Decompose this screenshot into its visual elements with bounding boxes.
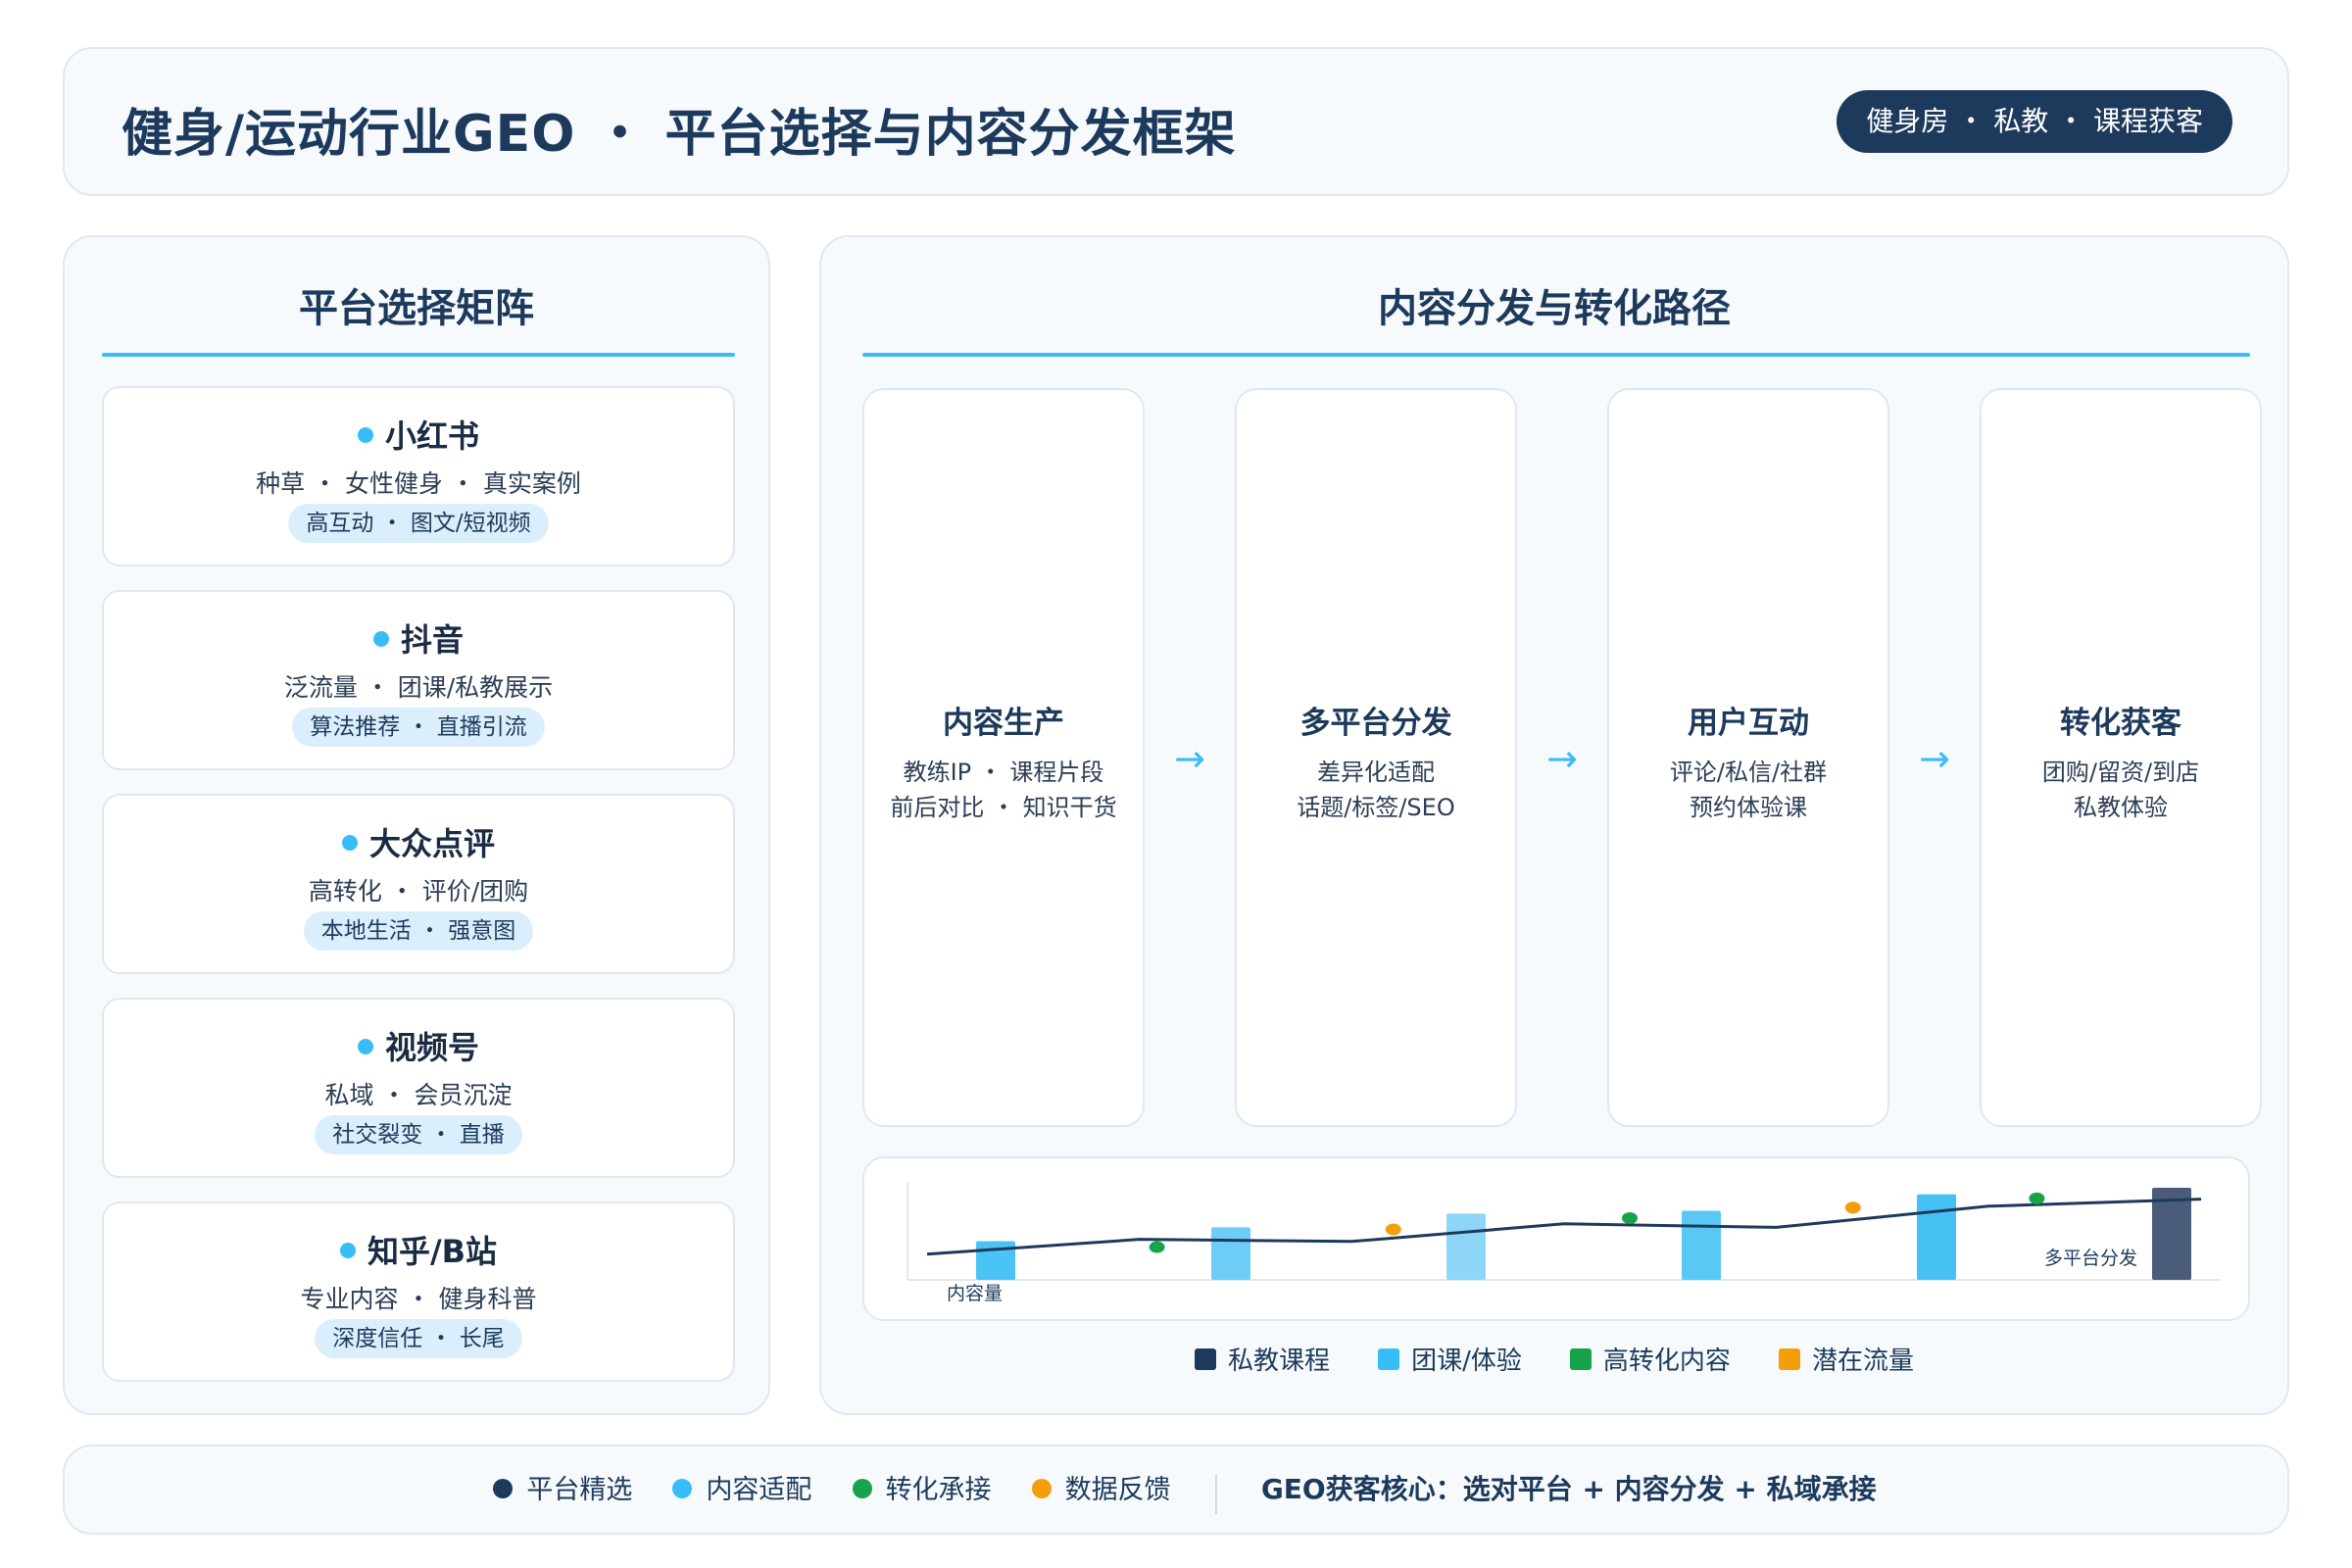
legend-swatch (1378, 1348, 1400, 1370)
stage-line-1: 教练IP ・ 课程片段 (903, 759, 1104, 786)
legend-item: 团课/体验 (1378, 1341, 1522, 1377)
stage-card-content-production: 内容生产 教练IP ・ 课程片段 前后对比 ・ 知识干货 (862, 388, 1145, 1127)
footer-panel: 平台精选 内容适配 转化承接 数据反馈 GEO获客核心：选对平台 + 内容分发 … (63, 1445, 2289, 1535)
platform-tag: 深度信任 ・ 长尾 (315, 1319, 522, 1358)
bullet-dot-icon (357, 427, 373, 443)
legend-swatch (1194, 1348, 1216, 1370)
arrow-right-icon: → (1174, 737, 1205, 780)
platform-name: 知乎/B站 (367, 1233, 498, 1270)
distribution-path-title: 内容分发与转化路径 (1378, 286, 1731, 331)
platform-card-zhihu-bilibili: 知乎/B站 专业内容 ・ 健身科普 深度信任 ・ 长尾 (102, 1201, 735, 1382)
footer-dot-icon (852, 1478, 872, 1498)
legend-item: 高转化内容 (1569, 1341, 1731, 1377)
legend-item: 私教课程 (1194, 1341, 1330, 1377)
stage-title: 用户互动 (1688, 706, 1809, 741)
chart-annotation: 多平台分发 (2044, 1248, 2137, 1269)
bullet-dot-icon (339, 1243, 356, 1258)
platform-tag: 本地生活 ・ 强意图 (303, 911, 534, 951)
footer-divider (1214, 1474, 1217, 1514)
footer-legend-item: 转化承接 (852, 1447, 992, 1534)
title-underline (862, 353, 2250, 357)
footer-legend-label: 平台精选 (526, 1475, 633, 1505)
platform-desc: 专业内容 ・ 健身科普 (300, 1285, 537, 1313)
stage-title: 内容生产 (943, 706, 1064, 741)
stage-line-1: 差异化适配 (1317, 759, 1435, 786)
footer-legend-label: 数据反馈 (1064, 1475, 1171, 1505)
footer-legend-item: 平台精选 (493, 1447, 632, 1534)
chart-dot (1385, 1223, 1401, 1236)
chart-x-label: 内容量 (947, 1283, 1003, 1304)
bullet-dot-icon (341, 835, 358, 851)
chart-dot (1622, 1212, 1638, 1225)
arrow-right-icon: → (1546, 737, 1578, 780)
chart-dot (2029, 1192, 2045, 1204)
platform-name: 视频号 (384, 1029, 479, 1066)
platform-name: 小红书 (384, 417, 479, 455)
legend-item: 潜在流量 (1779, 1341, 1914, 1377)
footer-dot-icon (493, 1478, 514, 1498)
trend-chart-svg: 内容量 多平台分发 (906, 1182, 2221, 1304)
platform-desc: 泛流量 ・ 团课/私教展示 (283, 673, 554, 702)
platform-desc: 高转化 ・ 评价/团购 (308, 877, 529, 906)
chart-bar (2152, 1188, 2191, 1280)
platform-matrix-panel: 平台选择矩阵 小红书 种草 ・ 女性健身 ・ 真实案例 高互动 ・ 图文/短视频… (63, 235, 770, 1415)
chart-dot (1149, 1241, 1165, 1253)
platform-matrix-title: 平台选择矩阵 (299, 286, 534, 331)
title-underline (102, 353, 735, 357)
footer-legend-label: 转化承接 (885, 1475, 992, 1505)
header-badge: 健身房 ・ 私教 ・ 课程获客 (1837, 90, 2232, 153)
platform-desc: 种草 ・ 女性健身 ・ 真实案例 (256, 469, 581, 498)
bullet-dot-icon (357, 1039, 373, 1054)
footer-legend-item: 数据反馈 (1031, 1447, 1171, 1534)
stage-line-2: 话题/标签/SEO (1297, 794, 1455, 821)
footer-dot-icon (672, 1478, 693, 1498)
distribution-path-panel: 内容分发与转化路径 内容生产 教练IP ・ 课程片段 前后对比 ・ 知识干货 →… (819, 235, 2289, 1415)
platform-card-xiaohongshu: 小红书 种草 ・ 女性健身 ・ 真实案例 高互动 ・ 图文/短视频 (102, 386, 735, 566)
footer-dot-icon (1031, 1478, 1052, 1498)
legend-label: 潜在流量 (1812, 1347, 1915, 1376)
stage-line-2: 预约体验课 (1690, 794, 1807, 821)
footer-core-message: GEO获客核心：选对平台 + 内容分发 + 私域承接 (1260, 1473, 1877, 1505)
platform-card-douyin: 抖音 泛流量 ・ 团课/私教展示 算法推荐 ・ 直播引流 (102, 590, 735, 770)
stage-card-multi-platform: 多平台分发 差异化适配 话题/标签/SEO (1235, 388, 1517, 1127)
footer-legend-item: 内容适配 (672, 1447, 811, 1534)
stage-line-1: 评论/私信/社群 (1669, 759, 1828, 786)
chart-bar (1211, 1227, 1250, 1280)
chart-trend-line (926, 1198, 2202, 1256)
platform-name: 大众点评 (368, 825, 495, 862)
stage-line-1: 团购/留资/到店 (2041, 759, 2200, 786)
platform-card-dianping: 大众点评 高转化 ・ 评价/团购 本地生活 ・ 强意图 (102, 794, 735, 974)
chart-bar (1917, 1194, 1956, 1280)
stage-card-user-interaction: 用户互动 评论/私信/社群 预约体验课 (1607, 388, 1889, 1127)
chart-dot (1844, 1201, 1861, 1214)
chart-bar (1446, 1213, 1486, 1280)
stage-title: 转化获客 (2060, 706, 2181, 741)
header-panel: 健身/运动行业GEO ・ 平台选择与内容分发框架 健身房 ・ 私教 ・ 课程获客 (63, 47, 2289, 196)
chart-legend: 私教课程 团课/体验 高转化内容 潜在流量 (821, 1341, 2287, 1377)
bullet-dot-icon (372, 631, 389, 647)
chart-bar (1682, 1210, 1721, 1280)
platform-name: 抖音 (400, 621, 464, 659)
footer-legend-label: 内容适配 (706, 1475, 812, 1505)
stage-line-2: 私教体验 (2074, 794, 2168, 821)
platform-tag: 社交裂变 ・ 直播 (315, 1115, 522, 1154)
arrow-right-icon: → (1919, 737, 1950, 780)
platform-card-shipinhao: 视频号 私域 ・ 会员沉淀 社交裂变 ・ 直播 (102, 998, 735, 1178)
page-title: 健身/运动行业GEO ・ 平台选择与内容分发框架 (122, 105, 1237, 164)
trend-chart: 内容量 多平台分发 (862, 1156, 2250, 1321)
stage-card-conversion: 转化获客 团购/留资/到店 私教体验 (1980, 388, 2262, 1127)
legend-label: 高转化内容 (1602, 1347, 1731, 1376)
legend-swatch (1779, 1348, 1801, 1370)
platform-desc: 私域 ・ 会员沉淀 (324, 1081, 513, 1109)
platform-tag: 高互动 ・ 图文/短视频 (288, 504, 549, 543)
legend-label: 私教课程 (1227, 1347, 1330, 1376)
legend-swatch (1569, 1348, 1592, 1370)
platform-tag: 算法推荐 ・ 直播引流 (292, 708, 545, 747)
legend-label: 团课/体验 (1411, 1347, 1522, 1376)
stage-title: 多平台分发 (1299, 706, 1452, 741)
stage-line-2: 前后对比 ・ 知识干货 (890, 794, 1117, 821)
